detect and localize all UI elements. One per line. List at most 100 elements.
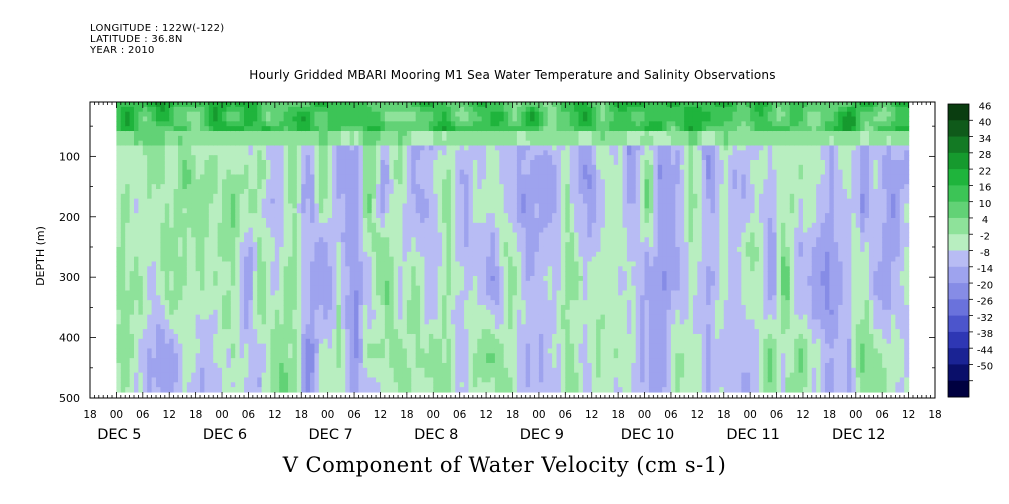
heat-cell: [116, 111, 122, 118]
heat-cell: [213, 150, 219, 156]
heat-cell: [468, 372, 474, 379]
heat-cell: [147, 111, 153, 118]
heat-cell: [433, 314, 439, 321]
heat-cell: [468, 203, 474, 209]
heat-cell: [120, 135, 126, 142]
heat-cell: [230, 159, 236, 166]
heat-cell: [402, 261, 408, 267]
heat-cell: [270, 382, 276, 388]
heat-cell: [173, 222, 179, 229]
heat-cell: [367, 131, 373, 137]
heat-cell: [195, 348, 201, 354]
heat-cell: [437, 246, 443, 253]
heat-cell: [261, 324, 267, 330]
heat-cell: [464, 372, 470, 379]
heat-cell: [349, 106, 355, 113]
heat-cell: [244, 179, 250, 185]
heat-cell: [450, 290, 456, 296]
heat-cell: [323, 261, 329, 267]
heat-cell: [169, 188, 175, 195]
heat-cell: [424, 304, 430, 311]
heat-cell: [349, 271, 355, 277]
heat-cell: [327, 324, 333, 330]
heat-cell: [420, 271, 426, 277]
heat-cell: [142, 174, 148, 180]
heat-cell: [270, 353, 276, 359]
heat-cell: [367, 246, 373, 253]
heat-cell: [213, 208, 219, 214]
heat-cell: [477, 382, 483, 388]
heat-cell: [274, 343, 280, 350]
heat-cell: [296, 343, 302, 350]
heat-cell: [393, 271, 399, 277]
heat-cell: [226, 159, 232, 166]
heat-cell: [442, 266, 448, 272]
heat-cell: [323, 208, 329, 214]
heat-cell: [384, 358, 390, 364]
heat-cell: [398, 188, 404, 195]
heat-cell: [354, 184, 360, 190]
heat-cell: [270, 111, 276, 118]
heat-cell: [230, 111, 236, 118]
heat-cell: [332, 237, 338, 243]
heat-cell: [288, 372, 294, 379]
heat-cell: [120, 275, 126, 282]
heat-cell: [367, 164, 373, 171]
heat-cell: [200, 290, 206, 296]
heat-cell: [195, 155, 201, 161]
heat-cell: [398, 362, 404, 369]
heat-cell: [173, 333, 179, 340]
heat-cell: [239, 203, 245, 209]
heat-cell: [288, 304, 294, 311]
heat-cell: [200, 188, 206, 195]
heat-cell: [217, 198, 223, 205]
heat-cell: [125, 275, 131, 282]
heat-cell: [358, 174, 364, 180]
heat-cell: [301, 285, 307, 292]
heat-cell: [120, 159, 126, 166]
heat-cell: [164, 121, 170, 127]
heat-cell: [376, 121, 382, 127]
heat-cell: [305, 237, 311, 243]
heat-cell: [222, 333, 228, 340]
heat-cell: [204, 159, 210, 166]
heat-cell: [288, 184, 294, 190]
heat-cell: [314, 290, 320, 296]
heat-cell: [244, 188, 250, 195]
heat-cell: [332, 271, 338, 277]
heat-cell: [437, 300, 443, 306]
heat-cell: [340, 246, 346, 253]
heat-cell: [226, 333, 232, 340]
heat-cell: [345, 121, 351, 127]
heat-cell: [402, 353, 408, 359]
heat-cell: [433, 174, 439, 180]
heat-cell: [336, 102, 342, 108]
heat-cell: [248, 106, 254, 113]
heat-cell: [279, 213, 285, 219]
heat-cell: [178, 275, 184, 282]
heat-cell: [472, 348, 478, 354]
heat-cell: [173, 227, 179, 234]
heat-cell: [261, 159, 267, 166]
heat-cell: [305, 387, 311, 393]
heat-cell: [323, 174, 329, 180]
heat-cell: [261, 150, 267, 156]
heat-cell: [288, 169, 294, 176]
heat-cell: [349, 290, 355, 296]
heat-cell: [450, 102, 456, 108]
heat-cell: [120, 300, 126, 306]
heat-cell: [420, 319, 426, 325]
heat-cell: [279, 300, 285, 306]
heat-cell: [178, 227, 184, 234]
heat-cell: [292, 174, 298, 180]
heat-cell: [261, 256, 267, 263]
heat-cell: [283, 232, 289, 238]
heat-cell: [226, 174, 232, 180]
heat-cell: [204, 338, 210, 345]
heat-cell: [138, 193, 144, 200]
heat-cell: [266, 217, 272, 224]
heat-cell: [173, 382, 179, 388]
heat-cell: [239, 377, 245, 383]
heat-cell: [191, 126, 197, 132]
heat-cell: [354, 377, 360, 383]
